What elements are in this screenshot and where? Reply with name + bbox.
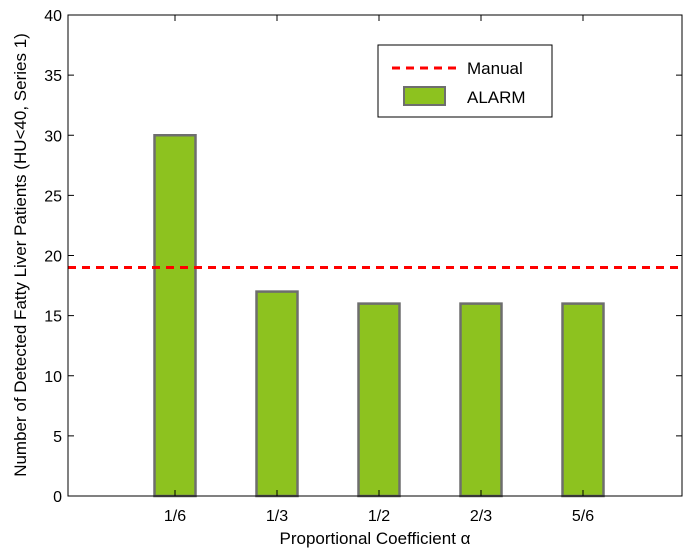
bars-group [153,134,605,498]
y-tick-label: 10 [44,369,62,386]
y-tick-label: 15 [44,309,62,326]
x-tick-label: 2/3 [470,508,492,525]
y-tick-label: 40 [44,8,62,25]
y-tick-label: 0 [53,489,62,506]
y-tick-label: 35 [44,68,62,85]
x-tick-label: 1/6 [164,508,186,525]
bar-1/6 [153,134,197,498]
y-axis: 0 5 10 15 20 25 30 35 40 [44,8,682,506]
y-tick-label: 5 [53,429,62,446]
bar-5/6 [561,302,605,498]
y-tick-label: 30 [44,128,62,145]
y-tick-label: 20 [44,249,62,266]
legend-box [377,44,553,118]
bar-1/2 [357,302,401,498]
x-tick-label: 1/2 [368,508,390,525]
bar-2/3 [459,302,503,498]
x-axis-title: Proportional Coefficient α [280,529,471,548]
x-axis: 1/6 1/3 1/2 2/3 5/6 [164,15,594,525]
legend-manual-label: Manual [467,59,523,78]
x-tick-label: 1/3 [266,508,288,525]
y-axis-title: Number of Detected Fatty Liver Patients … [11,33,30,477]
bar-1/3 [255,290,299,498]
y-tick-label: 25 [44,188,62,205]
x-tick-label: 5/6 [572,508,594,525]
legend-alarm-label: ALARM [467,88,526,107]
legend-alarm-swatch [403,86,446,106]
legend: Manual ALARM [377,44,553,118]
